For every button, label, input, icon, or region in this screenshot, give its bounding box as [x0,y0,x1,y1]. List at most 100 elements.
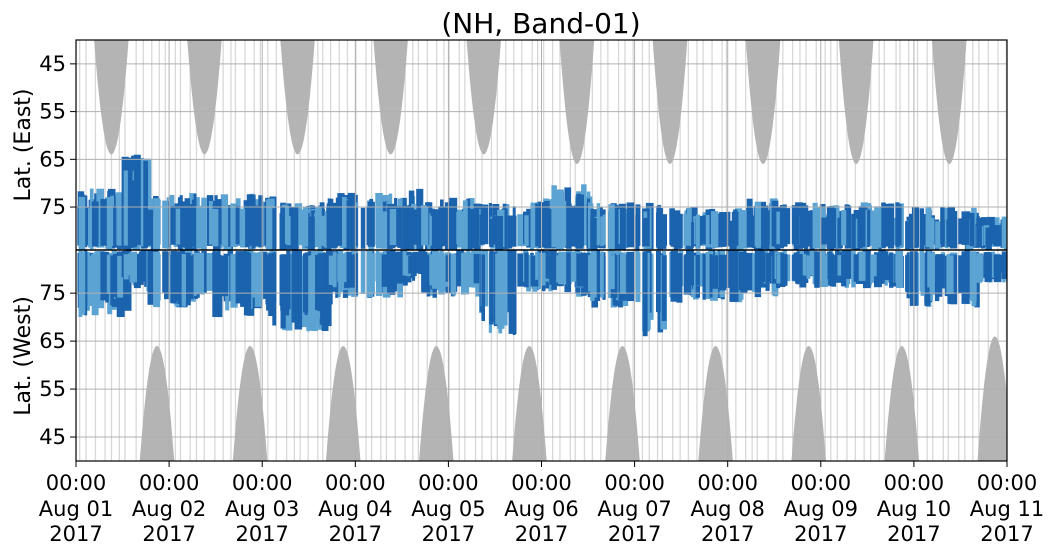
data-cell-upper [190,208,194,247]
data-cell-lower [317,253,326,312]
xtick-year: 2017 [980,522,1033,546]
data-cell-upper [129,180,137,248]
data-cell-upper [785,208,791,245]
data-cell-lower [133,253,141,289]
data-cell-lower [889,252,894,288]
data-cell-lower [100,251,107,301]
data-cell-upper [965,218,974,250]
data-cell-lower [596,250,600,301]
data-cell-lower [661,255,667,321]
data-cell-lower [642,251,648,337]
gray-lobe-lower [698,345,733,461]
data-cell-upper [408,207,414,250]
data-cell-upper [162,200,168,249]
gray-lobe-upper [652,40,688,165]
data-cell-lower [844,250,852,279]
gray-lobe-upper [94,40,129,155]
data-cell-upper [929,217,935,250]
data-cell-upper [196,205,204,249]
data-cell-lower [524,252,529,288]
data-cell-upper [240,208,246,248]
data-cell-upper [642,217,648,247]
data-cell-upper [307,216,315,250]
data-cell-upper [291,206,299,250]
data-cell-lower [635,250,640,291]
data-cell-lower [291,250,299,323]
data-cell-lower [346,251,352,287]
data-cell-upper [395,206,403,247]
data-cell-upper [462,200,468,250]
data-cell-upper [421,207,429,245]
data-cell-lower [183,252,191,306]
data-cell-upper [416,188,424,250]
data-cell-upper [702,215,706,245]
xtick-time: 00:00 [325,471,386,495]
data-cell-lower [268,253,275,316]
data-cell-upper [117,205,124,246]
data-cell-upper [193,194,197,250]
data-cell-upper [881,206,889,247]
data-cell-upper [851,213,856,250]
data-cell-lower [558,251,567,285]
ytick-label-lower: 75 [39,281,66,305]
data-cell-lower [251,252,256,298]
data-cell-upper [711,211,719,248]
data-cell-lower [791,255,800,281]
data-cell-upper [620,203,626,250]
gray-lobe-upper [373,40,408,155]
data-cell-lower [545,255,551,279]
data-cell-upper [935,221,943,249]
data-cell-upper [746,198,753,248]
data-cell-lower [809,250,815,276]
data-cell-upper [123,170,129,246]
data-cell-upper [143,160,148,247]
data-cell-lower [495,253,503,325]
xtick-year: 2017 [235,522,288,546]
data-cell-upper [91,201,99,247]
data-cell-upper [564,187,572,248]
data-cell-upper [841,210,847,246]
xtick-date: Aug 07 [597,497,671,521]
data-cell-lower [193,252,197,296]
data-cell-upper [181,201,186,248]
data-cell-upper [672,210,681,247]
xtick-date: Aug 10 [877,497,951,521]
gray-lobe-lower [791,345,826,461]
data-cell-upper [791,205,800,245]
data-cell-lower [190,255,194,300]
data-cell-lower [78,251,86,314]
data-cell-lower [698,253,704,286]
gray-lobe-lower [232,345,268,461]
data-cell-lower [1001,251,1007,279]
data-cell-lower [402,250,407,276]
data-cell-lower [307,255,315,324]
data-cell-upper [201,197,207,250]
data-cell-upper [153,198,161,250]
data-cell-lower [129,251,137,283]
data-cell-upper [705,215,712,248]
ylabel-upper: Lat. (East) [11,89,36,202]
data-cell-lower [466,250,471,282]
data-cell-lower [920,254,925,296]
data-cell-lower [337,253,345,283]
data-cell-upper [858,206,866,248]
data-cell-upper [381,211,389,249]
data-cell-upper [835,205,840,248]
xtick-date: Aug 06 [504,497,578,521]
data-cell-upper [272,208,277,250]
data-cell-upper [450,209,456,246]
xtick-date: Aug 09 [784,497,858,521]
data-cell-upper [133,154,141,245]
data-cell-lower [216,254,222,305]
xtick-time: 00:00 [139,471,200,495]
data-cell-upper [100,198,107,246]
data-cell-lower [272,252,277,326]
data-cell-upper [83,200,88,246]
data-cell-lower [366,250,373,298]
xtick-time: 00:00 [604,471,665,495]
data-cell-lower [258,251,264,301]
data-cell-upper [898,204,902,246]
data-cell-upper [183,206,191,245]
data-cell-upper [243,208,252,246]
